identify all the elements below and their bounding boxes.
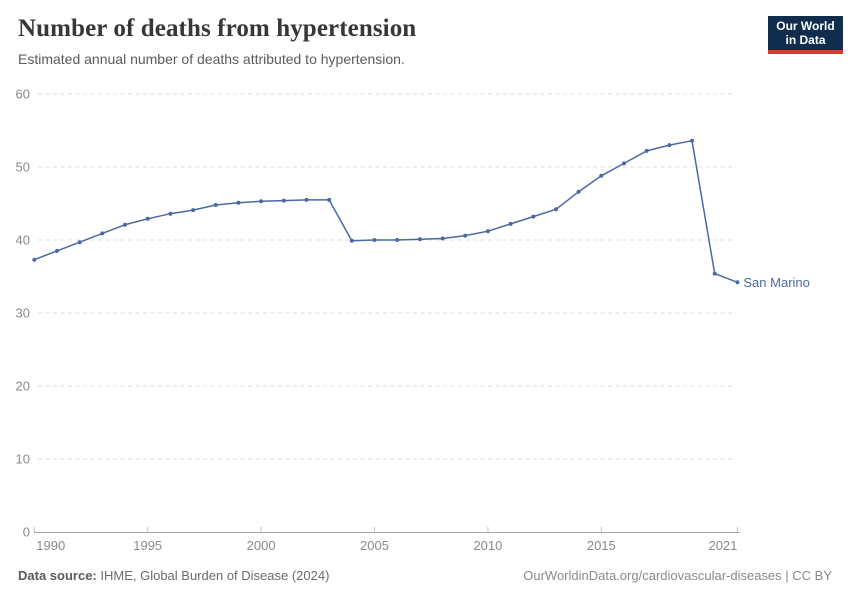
data-point[interactable] [622, 161, 626, 166]
data-point[interactable] [32, 257, 37, 262]
data-point[interactable] [463, 233, 468, 238]
data-point[interactable] [168, 211, 173, 216]
data-point[interactable] [281, 198, 286, 203]
data-point[interactable] [372, 238, 377, 242]
data-point[interactable] [440, 236, 445, 241]
data-point[interactable] [599, 173, 604, 178]
data-point[interactable] [304, 197, 309, 202]
data-source-note: Data source: IHME, Global Burden of Dise… [18, 568, 329, 583]
data-point[interactable] [485, 229, 490, 234]
data-source-label: Data source: [18, 568, 97, 583]
chart-title: Number of deaths from hypertension [18, 15, 417, 42]
owid-logo-line2: in Data [785, 33, 826, 47]
owid-logo-line1: Our World [776, 19, 835, 33]
data-point[interactable] [100, 231, 105, 236]
data-source-text: IHME, Global Burden of Disease (2024) [100, 568, 330, 583]
data-point[interactable] [77, 240, 82, 245]
credit-link[interactable]: OurWorldinData.org/cardiovascular-diseas… [523, 568, 832, 583]
y-axis-tick-label: 40 [16, 233, 30, 248]
data-point[interactable] [712, 271, 717, 276]
y-axis-tick-label: 20 [16, 379, 30, 394]
data-point[interactable] [667, 143, 672, 148]
data-point[interactable] [213, 203, 218, 207]
data-point[interactable] [735, 280, 740, 285]
data-point[interactable] [576, 189, 581, 194]
data-point[interactable] [145, 216, 150, 221]
x-axis-tick-label: 1990 [36, 538, 65, 553]
data-point[interactable] [417, 237, 422, 242]
y-axis-tick-label: 30 [16, 306, 30, 321]
chart-line [33, 139, 739, 284]
owid-logo[interactable]: Our World in Data [768, 16, 843, 54]
series-end-label: San Marino [743, 275, 809, 290]
data-point[interactable] [690, 138, 694, 143]
data-point[interactable] [531, 214, 536, 219]
data-point[interactable] [327, 197, 332, 202]
x-axis-tick-label: 2005 [360, 538, 389, 553]
y-axis-tick-label: 60 [16, 87, 30, 102]
y-axis-tick-label: 10 [16, 452, 30, 467]
y-axis-tick-label: 0 [23, 525, 30, 540]
data-point[interactable] [123, 222, 127, 227]
data-point[interactable] [55, 248, 59, 253]
chart-subtitle: Estimated annual number of deaths attrib… [18, 51, 405, 67]
x-axis-tick-label: 2021 [708, 538, 737, 553]
x-axis-tick-label: 2000 [247, 538, 276, 553]
x-axis-tick-label: 1995 [133, 538, 162, 553]
x-axis-tick-label: 2015 [587, 538, 616, 553]
data-point[interactable] [508, 221, 513, 226]
data-point[interactable] [236, 200, 241, 205]
x-axis-tick-label: 2010 [473, 538, 502, 553]
data-point[interactable] [644, 148, 649, 153]
data-point[interactable] [349, 238, 354, 243]
data-point[interactable] [191, 208, 196, 213]
data-point[interactable] [259, 199, 264, 204]
y-axis-tick-label: 50 [16, 160, 30, 175]
data-point[interactable] [554, 207, 558, 212]
data-point[interactable] [395, 238, 400, 242]
